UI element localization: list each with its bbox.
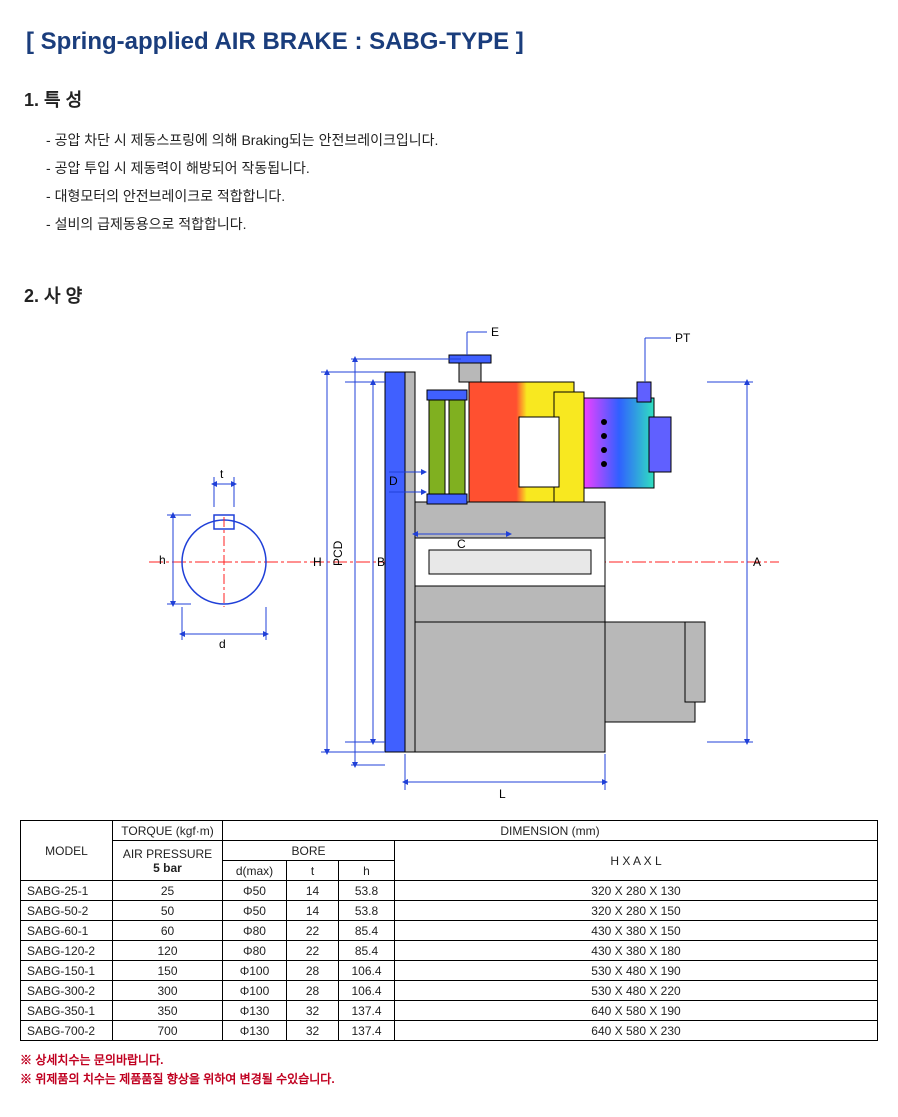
th-torque: TORQUE (kgf·m) [113,821,223,841]
section1-num: 1. [24,90,39,110]
dim-label-h: h [159,553,166,567]
th-airpressure: AIR PRESSURE 5 bar [113,841,223,881]
th-model: MODEL [21,821,113,881]
table-row: SABG-350-1350Φ13032137.4640 X 580 X 190 [21,1001,878,1021]
table-row: SABG-25-125Φ501453.8320 X 280 X 130 [21,881,878,901]
cell-d: Φ100 [223,981,287,1001]
cell-model: SABG-120-2 [21,941,113,961]
dim-label-L: L [499,787,506,801]
th-bore: BORE [223,841,395,861]
footnote-line: ※ 위제품의 치수는 제품품질 향상을 위하여 변경될 수있습니다. [20,1070,878,1089]
cell-d: Φ130 [223,1001,287,1021]
cell-h: 53.8 [339,881,395,901]
footnotes: ※ 상세치수는 문의바랍니다. ※ 위제품의 치수는 제품품질 향상을 위하여 … [20,1051,878,1089]
cell-h: 106.4 [339,981,395,1001]
cell-hal: 320 X 280 X 130 [395,881,878,901]
cell-t: 14 [287,881,339,901]
feature-item: 공압 차단 시 제동스프링에 의해 Braking되는 안전브레이크입니다. [46,126,878,154]
cell-torque: 150 [113,961,223,981]
table-row: SABG-60-160Φ802285.4430 X 380 X 150 [21,921,878,941]
dim-label-H: H [313,555,322,569]
footnote-line: ※ 상세치수는 문의바랍니다. [20,1051,878,1070]
cell-model: SABG-50-2 [21,901,113,921]
cell-t: 28 [287,961,339,981]
cell-d: Φ80 [223,921,287,941]
cell-h: 106.4 [339,961,395,981]
cell-model: SABG-150-1 [21,961,113,981]
dim-label-E: E [491,325,499,339]
section1-label: 특 성 [44,90,82,110]
cell-h: 53.8 [339,901,395,921]
cell-t: 22 [287,921,339,941]
cell-d: Φ80 [223,941,287,961]
cell-torque: 60 [113,921,223,941]
cell-t: 28 [287,981,339,1001]
cell-model: SABG-700-2 [21,1021,113,1041]
table-row: SABG-700-2700Φ13032137.4640 X 580 X 230 [21,1021,878,1041]
cell-t: 22 [287,941,339,961]
cell-hal: 320 X 280 X 150 [395,901,878,921]
cell-torque: 300 [113,981,223,1001]
table-row: SABG-50-250Φ501453.8320 X 280 X 150 [21,901,878,921]
table-row: SABG-150-1150Φ10028106.4530 X 480 X 190 [21,961,878,981]
dim-label-t: t [220,467,224,481]
cell-model: SABG-60-1 [21,921,113,941]
cell-model: SABG-25-1 [21,881,113,901]
brake-cross-section: L C D E PT H B PCD A [313,325,761,801]
cell-model: SABG-300-2 [21,981,113,1001]
cell-hal: 430 X 380 X 180 [395,941,878,961]
dim-label-PT: PT [675,331,691,345]
cell-torque: 120 [113,941,223,961]
feature-item: 공압 투입 시 제동력이 해방되어 작동됩니다. [46,154,878,182]
cell-model: SABG-350-1 [21,1001,113,1021]
section2-label: 사 양 [44,286,82,306]
dim-label-D: D [389,474,398,488]
th-h: h [339,861,395,881]
cell-d: Φ50 [223,901,287,921]
feature-item: 대형모터의 안전브레이크로 적합합니다. [46,182,878,210]
feature-item: 설비의 급제동용으로 적합합니다. [46,210,878,238]
technical-diagram: t h d [20,322,878,802]
table-row: SABG-120-2120Φ802285.4430 X 380 X 180 [21,941,878,961]
section2-num: 2. [24,286,39,306]
cell-h: 85.4 [339,921,395,941]
dim-label-B: B [377,555,385,569]
cell-torque: 350 [113,1001,223,1021]
cell-torque: 50 [113,901,223,921]
table-row: SABG-300-2300Φ10028106.4530 X 480 X 220 [21,981,878,1001]
cell-t: 32 [287,1001,339,1021]
cell-torque: 700 [113,1021,223,1041]
cell-hal: 430 X 380 X 150 [395,921,878,941]
cell-t: 32 [287,1021,339,1041]
dim-label-C: C [457,537,466,551]
dim-label-PCD: PCD [331,540,345,566]
th-dimension: DIMENSION (mm) [223,821,878,841]
cell-torque: 25 [113,881,223,901]
cell-t: 14 [287,901,339,921]
cell-d: Φ100 [223,961,287,981]
cell-h: 137.4 [339,1001,395,1021]
features-list: 공압 차단 시 제동스프링에 의해 Braking되는 안전브레이크입니다. 공… [20,126,878,238]
cell-hal: 640 X 580 X 190 [395,1001,878,1021]
dim-label-A: A [753,555,761,569]
section1-heading: 1. 특 성 [24,86,878,112]
bore-section-view: t h d [159,467,266,651]
cell-hal: 530 X 480 X 190 [395,961,878,981]
cell-h: 85.4 [339,941,395,961]
th-haxl: H X A X L [395,841,878,881]
cell-hal: 640 X 580 X 230 [395,1021,878,1041]
cell-hal: 530 X 480 X 220 [395,981,878,1001]
th-t: t [287,861,339,881]
page-title: [ Spring-applied AIR BRAKE : SABG-TYPE ] [26,28,878,56]
th-dmax: d(max) [223,861,287,881]
cell-h: 137.4 [339,1021,395,1041]
spec-table: MODEL TORQUE (kgf·m) DIMENSION (mm) AIR … [20,820,878,1041]
dim-label-d: d [219,637,226,651]
cell-d: Φ50 [223,881,287,901]
cell-d: Φ130 [223,1021,287,1041]
section2-heading: 2. 사 양 [24,282,878,308]
